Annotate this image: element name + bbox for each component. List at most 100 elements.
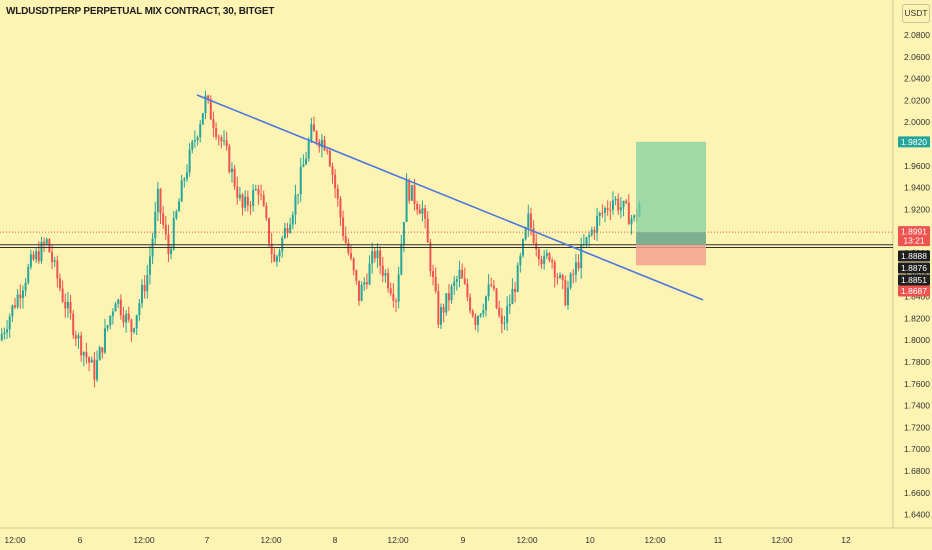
- candle-body: [69, 301, 72, 314]
- candle-body: [604, 208, 607, 213]
- profit-zone[interactable]: [636, 141, 706, 233]
- candle-body: [320, 139, 323, 148]
- price-label-value: 1.8991: [901, 227, 927, 237]
- candle-body: [302, 164, 305, 167]
- candle-body: [37, 251, 40, 262]
- candle-body: [532, 228, 535, 243]
- time-axis[interactable]: [0, 528, 893, 550]
- price-tick-label: 1.6400: [904, 510, 930, 520]
- candle-body: [117, 299, 120, 304]
- candle-body: [529, 213, 532, 229]
- candle-body: [40, 241, 43, 262]
- candle-body: [162, 213, 165, 225]
- candle-body: [432, 271, 435, 277]
- candle-body: [93, 359, 96, 380]
- candle-body: [537, 249, 540, 260]
- candle-body: [490, 284, 493, 286]
- price-tick-label: 2.0200: [904, 95, 930, 105]
- candle-body: [315, 131, 318, 142]
- candle-body: [323, 139, 326, 151]
- candle-body: [212, 119, 215, 129]
- candle-body: [363, 282, 366, 285]
- candle-body: [35, 251, 38, 260]
- candle-body: [130, 319, 133, 333]
- candle-body: [498, 307, 501, 316]
- time-tick-label: 12:00: [387, 535, 409, 545]
- candle-body: [387, 273, 390, 289]
- candle-body: [426, 218, 429, 243]
- price-label-value: 1.8687: [901, 286, 927, 296]
- time-tick-label: 12:00: [260, 535, 282, 545]
- candle-body: [283, 228, 286, 239]
- price-tick-label: 1.8200: [904, 313, 930, 323]
- price-label-badge: [898, 136, 930, 148]
- price-tick-label: 1.7000: [904, 444, 930, 454]
- candle-body: [484, 296, 487, 311]
- candle-body: [148, 256, 151, 275]
- candle-body: [217, 136, 220, 138]
- candle-body: [519, 255, 522, 266]
- candle-body: [360, 284, 363, 301]
- candle-body: [90, 359, 93, 363]
- trend-line[interactable]: [196, 94, 704, 301]
- candle-body: [450, 286, 453, 301]
- candle-body: [175, 211, 178, 218]
- price-tick-label: 1.9200: [904, 204, 930, 214]
- candle-body: [479, 313, 482, 317]
- candle-body: [170, 249, 173, 255]
- candle-body: [326, 150, 329, 152]
- time-tick-label: 9: [461, 535, 466, 545]
- candle-body: [331, 166, 334, 175]
- candle-body: [619, 207, 622, 211]
- candle-body: [535, 242, 538, 250]
- candle-body: [289, 224, 292, 233]
- candle-body: [241, 194, 244, 208]
- candle-body: [596, 216, 599, 233]
- candle-body: [503, 323, 506, 325]
- candle-body: [482, 310, 485, 314]
- candle-body: [439, 307, 442, 325]
- candle-body: [61, 288, 64, 302]
- candle-body: [85, 352, 88, 358]
- price-tick-label: 1.7600: [904, 379, 930, 389]
- candle-body: [66, 301, 69, 309]
- candle-body: [508, 304, 511, 307]
- time-tick-label: 6: [78, 535, 83, 545]
- price-tick-label: 1.7400: [904, 401, 930, 411]
- candle-body: [524, 228, 527, 240]
- candle-body: [267, 218, 270, 244]
- candle-body: [350, 253, 353, 259]
- price-label-value: 1.9820: [901, 137, 927, 147]
- candle-body: [397, 274, 400, 302]
- candle-body: [442, 307, 445, 313]
- candle-body: [180, 180, 183, 202]
- candle-body: [527, 213, 530, 229]
- currency-button[interactable]: USDT: [902, 4, 930, 23]
- candle-body: [344, 235, 347, 243]
- candle-body: [249, 205, 252, 207]
- candle-body: [418, 209, 421, 214]
- candle-body: [172, 217, 175, 250]
- candle-body: [598, 212, 601, 217]
- candle-body: [140, 284, 143, 304]
- candle-body: [312, 124, 315, 132]
- candle-body: [19, 294, 22, 299]
- price-tick-label: 1.7200: [904, 422, 930, 432]
- candle-body: [74, 335, 77, 339]
- long-position-tool[interactable]: [636, 141, 706, 266]
- candle-body: [262, 195, 265, 206]
- candle-body: [625, 200, 628, 203]
- candle-body: [553, 262, 556, 278]
- candle-body: [463, 278, 466, 284]
- candle-body: [413, 185, 416, 204]
- candle-body: [566, 287, 569, 306]
- candle-body: [580, 244, 583, 269]
- candle-body: [244, 196, 247, 208]
- time-tick-label: 12: [841, 535, 851, 545]
- candle-body: [51, 252, 54, 262]
- candle-body: [183, 178, 186, 181]
- candle-body: [506, 306, 509, 324]
- candle-body: [96, 360, 99, 380]
- price-label-badge: [898, 285, 930, 297]
